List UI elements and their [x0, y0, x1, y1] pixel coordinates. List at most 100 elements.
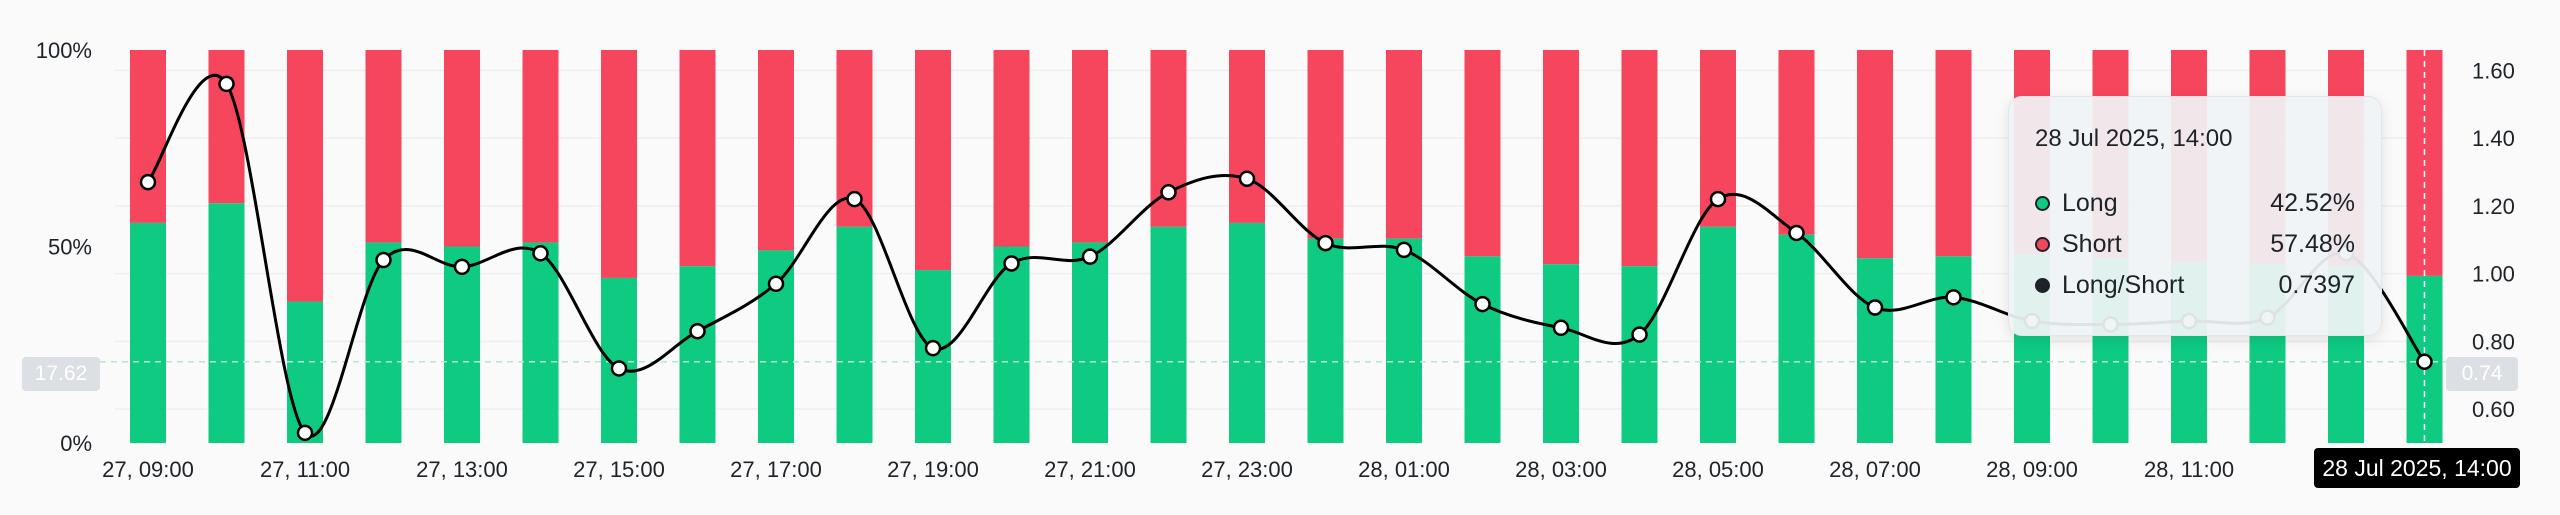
- tooltip-label: Long/Short: [2062, 271, 2185, 299]
- crosshair-time-badge: 28 Jul 2025, 14:00: [2314, 448, 2520, 488]
- ratio-point[interactable]: [532, 245, 549, 262]
- ratio-point[interactable]: [1238, 170, 1256, 187]
- bar-long[interactable]: [1778, 234, 1815, 443]
- bar-long[interactable]: [1386, 238, 1422, 443]
- ratio-point[interactable]: [1788, 224, 1805, 242]
- bar-short[interactable]: [1386, 50, 1422, 239]
- bar-short[interactable]: [993, 50, 1030, 247]
- bar-short[interactable]: [444, 50, 480, 247]
- bar-short[interactable]: [1229, 50, 1265, 223]
- tooltip-value: 42.52%: [2270, 189, 2355, 217]
- ratio-point[interactable]: [689, 322, 706, 340]
- ratio-point[interactable]: [296, 424, 314, 442]
- bar-long[interactable]: [287, 301, 323, 443]
- ratio-point[interactable]: [1552, 319, 1570, 337]
- bar-short[interactable]: [1072, 50, 1108, 243]
- ratio-point[interactable]: [1866, 299, 1884, 316]
- bars-group: [130, 50, 2443, 443]
- ratio-point[interactable]: [1709, 190, 1727, 208]
- bar-short[interactable]: [1621, 50, 1658, 267]
- bar-long[interactable]: [444, 246, 480, 444]
- bar-long[interactable]: [1857, 258, 1893, 443]
- ratio-point[interactable]: [1003, 255, 1020, 272]
- bar-long[interactable]: [208, 203, 245, 443]
- ratio-point[interactable]: [1945, 289, 1962, 306]
- bar-long[interactable]: [1229, 222, 1265, 443]
- bar-long[interactable]: [836, 226, 873, 443]
- x-tick-label: 28, 07:00: [1829, 457, 1921, 482]
- bar-long[interactable]: [1935, 256, 1972, 443]
- left-axis: 0% 50% 100%: [36, 38, 92, 456]
- bar-short[interactable]: [679, 50, 716, 267]
- tooltip-value: 0.7397: [2278, 271, 2355, 299]
- x-tick-label: 28, 03:00: [1515, 457, 1607, 482]
- bar-short[interactable]: [522, 50, 559, 243]
- tooltip: 28 Jul 2025, 14:00 Long 42.52% Short 57.…: [2008, 96, 2382, 336]
- crosshair-left-value-badge: 17.62: [22, 357, 100, 391]
- ratio-point[interactable]: [610, 360, 628, 377]
- ratio-point[interactable]: [375, 251, 392, 269]
- x-tick-label: 27, 09:00: [102, 457, 194, 482]
- ratio-point[interactable]: [846, 190, 863, 208]
- bar-short[interactable]: [365, 50, 402, 243]
- ratio-point[interactable]: [453, 258, 471, 276]
- bar-short[interactable]: [1778, 50, 1815, 235]
- bar-short[interactable]: [1857, 50, 1893, 259]
- bar-long[interactable]: [1150, 226, 1187, 443]
- bar-long[interactable]: [1307, 238, 1344, 443]
- ratio-point[interactable]: [1317, 234, 1334, 252]
- ratio-point[interactable]: [1631, 326, 1648, 343]
- bar-long[interactable]: [522, 242, 559, 443]
- bar-long[interactable]: [1543, 264, 1579, 443]
- y-right-tick-label: 1.60: [2472, 58, 2515, 83]
- ratio-point[interactable]: [767, 275, 785, 293]
- x-axis: 27, 09:00 27, 11:00 27, 13:00 27, 15:00 27, …: [102, 457, 2234, 482]
- bar-long[interactable]: [679, 266, 716, 443]
- bar-long[interactable]: [1621, 266, 1658, 443]
- bar-long[interactable]: [915, 270, 951, 443]
- tooltip-label: Long: [2062, 189, 2118, 217]
- ratio-point[interactable]: [218, 75, 235, 93]
- y-right-tick-label: 0.60: [2472, 397, 2515, 422]
- bar-short[interactable]: [287, 50, 323, 302]
- bar-short[interactable]: [601, 50, 637, 278]
- bar-short[interactable]: [1935, 50, 1972, 257]
- bar-long[interactable]: [365, 242, 402, 443]
- bar-short[interactable]: [758, 50, 794, 251]
- short-dot-icon: [2035, 237, 2050, 252]
- bar-short[interactable]: [1543, 50, 1579, 265]
- x-tick-label: 27, 15:00: [573, 457, 665, 482]
- bar-short[interactable]: [915, 50, 951, 271]
- ratio-point[interactable]: [1395, 241, 1413, 259]
- y-right-tick-label: 0.80: [2472, 329, 2515, 354]
- ratio-point[interactable]: [2416, 353, 2433, 370]
- bar-long[interactable]: [1072, 242, 1108, 443]
- ratio-point[interactable]: [139, 173, 157, 191]
- ratio-point[interactable]: [924, 339, 942, 357]
- x-tick-label: 27, 11:00: [260, 457, 350, 482]
- x-tick-label: 28, 11:00: [2144, 457, 2234, 482]
- y-left-tick-label: 0%: [60, 431, 92, 456]
- tooltip-row-ratio: Long/Short 0.7397: [2035, 265, 2355, 306]
- bar-short[interactable]: [1464, 50, 1501, 257]
- long-dot-icon: [2035, 196, 2050, 211]
- ratio-point[interactable]: [1160, 184, 1177, 201]
- bar-long[interactable]: [1700, 226, 1736, 443]
- bar-short[interactable]: [1307, 50, 1344, 239]
- tooltip-title: 28 Jul 2025, 14:00: [2035, 125, 2233, 152]
- y-right-tick-label: 1.40: [2472, 126, 2515, 151]
- bar-long[interactable]: [130, 222, 166, 443]
- bar-long[interactable]: [993, 246, 1030, 444]
- ratio-point[interactable]: [1081, 248, 1099, 265]
- ratio-point[interactable]: [1474, 295, 1491, 313]
- crosshair-right-value-badge: 0.74: [2446, 357, 2518, 391]
- ratio-dot-icon: [2035, 278, 2050, 293]
- tooltip-value: 57.48%: [2270, 230, 2355, 258]
- bar-long[interactable]: [1464, 256, 1501, 443]
- x-tick-label: 27, 19:00: [887, 457, 979, 482]
- y-left-tick-label: 100%: [36, 38, 92, 63]
- y-right-tick-label: 1.00: [2472, 262, 2515, 287]
- bar-short[interactable]: [130, 50, 166, 223]
